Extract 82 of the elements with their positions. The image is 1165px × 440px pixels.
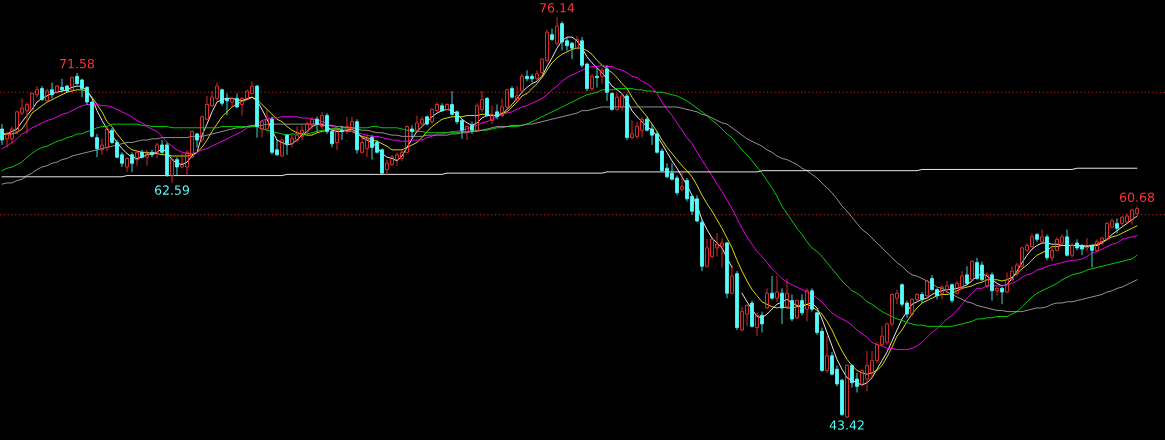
candlestick [1090, 243, 1094, 268]
candlestick [755, 312, 759, 337]
candlestick [315, 116, 319, 132]
candlestick [725, 241, 729, 299]
candlestick [495, 104, 499, 120]
candlestick [410, 124, 414, 139]
candlestick [1035, 232, 1039, 243]
candlestick [555, 17, 559, 47]
candlestick [470, 121, 474, 135]
candlestick [780, 287, 784, 325]
candlestick [550, 28, 554, 42]
candlestick [770, 275, 774, 300]
annotation: 43.42 [829, 420, 864, 430]
candlestick [925, 279, 929, 299]
candlestick [280, 138, 284, 158]
candlestick [575, 35, 579, 50]
candlestick [1115, 218, 1119, 234]
candlestick [140, 149, 144, 159]
annotation: 60.68 [1119, 192, 1155, 202]
candlestick [1040, 229, 1044, 244]
candlestick [790, 294, 794, 322]
candlestick [990, 271, 994, 302]
candlestick [285, 133, 289, 156]
candlestick [445, 102, 449, 112]
candlestick [800, 294, 804, 316]
candlestick [510, 85, 514, 99]
candlestick [1000, 286, 1004, 305]
candlestick [785, 278, 789, 309]
candlestick [590, 73, 594, 92]
candlestick [355, 118, 359, 154]
candlestick [965, 265, 969, 286]
candlestick [155, 142, 159, 159]
candlestick [1070, 242, 1074, 259]
candlestick [920, 291, 924, 304]
candlestick [485, 96, 489, 118]
candlestick [595, 67, 599, 88]
candlestick [765, 287, 769, 310]
candlestick [150, 149, 154, 158]
candlestick [130, 151, 134, 173]
candlestick [795, 298, 799, 320]
candlestick [680, 171, 684, 192]
candlestick [730, 264, 734, 295]
candlestick [520, 73, 524, 94]
candlestick [195, 132, 199, 148]
candlestick [625, 93, 629, 141]
candlestick [175, 156, 179, 177]
annotation: 76.14 [540, 3, 575, 13]
candlestick [55, 84, 59, 94]
candlestick [425, 115, 429, 126]
candlestick [985, 271, 989, 289]
candlestick [335, 128, 339, 151]
candlestick [235, 93, 239, 109]
candlestick [340, 126, 344, 141]
candlestick [95, 133, 99, 158]
candlestick [995, 286, 999, 297]
candlestick [760, 311, 764, 333]
candlestick [845, 363, 849, 418]
candlestick [320, 111, 324, 130]
candlestick [605, 64, 609, 102]
candlestick [810, 287, 814, 313]
candlestick [0, 123, 4, 146]
candlestick [750, 300, 754, 328]
candlestick [735, 270, 739, 331]
candlestick [125, 156, 129, 173]
candlestick [440, 102, 444, 113]
candlestick [535, 69, 539, 82]
candlestick [255, 84, 259, 139]
annotation: 62.59 [154, 185, 190, 195]
candlestick [700, 219, 704, 272]
annotation: 71.58 [60, 58, 95, 69]
candlestick [45, 88, 49, 103]
candlestick [230, 96, 234, 108]
candlestick [70, 75, 74, 92]
candlestick [1065, 229, 1069, 257]
candlestick [170, 156, 174, 184]
candlestick [40, 85, 44, 102]
candlestick [135, 149, 139, 167]
candlestick [950, 283, 954, 304]
candlestick [50, 82, 54, 99]
candlestick [1045, 233, 1049, 261]
candlestick [970, 259, 974, 282]
candlestick [610, 91, 614, 112]
